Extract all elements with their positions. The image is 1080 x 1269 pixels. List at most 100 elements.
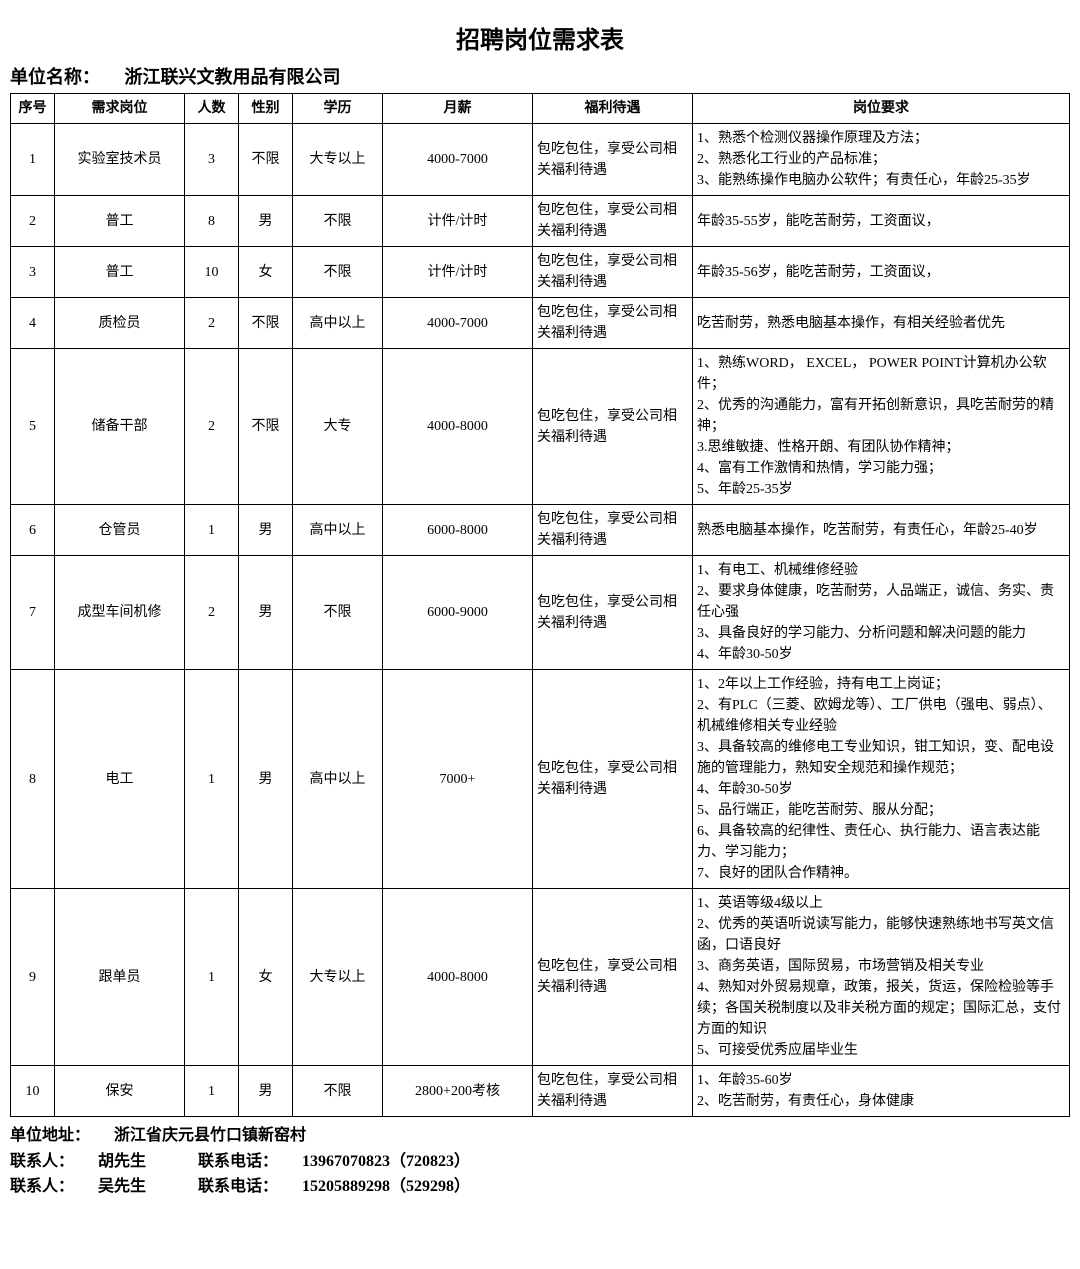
table-row: 9跟单员1女大专以上4000-8000包吃包住，享受公司相关福利待遇1、英语等级… [11, 889, 1070, 1066]
col-no: 序号 [11, 94, 55, 124]
table-row: 4质检员2不限高中以上4000-7000包吃包住，享受公司相关福利待遇吃苦耐劳，… [11, 298, 1070, 349]
cell-requirements: 1、年龄35-60岁 2、吃苦耐劳，有责任心，身体健康 [693, 1066, 1070, 1117]
cell-no: 2 [11, 196, 55, 247]
cell-salary: 7000+ [383, 670, 533, 889]
cell-requirements: 年龄35-56岁，能吃苦耐劳，工资面议， [693, 247, 1070, 298]
cell-benefits: 包吃包住，享受公司相关福利待遇 [533, 1066, 693, 1117]
cell-requirements: 1、熟悉个检测仪器操作原理及方法； 2、熟悉化工行业的产品标准； 3、能熟练操作… [693, 124, 1070, 196]
cell-salary: 4000-7000 [383, 124, 533, 196]
table-row: 2普工8男不限计件/计时包吃包住，享受公司相关福利待遇年龄35-55岁，能吃苦耐… [11, 196, 1070, 247]
contact1-name: 胡先生 [98, 1153, 146, 1170]
cell-no: 10 [11, 1066, 55, 1117]
cell-no: 3 [11, 247, 55, 298]
cell-requirements: 1、英语等级4级以上 2、优秀的英语听说读写能力，能够快速熟练地书写英文信函，口… [693, 889, 1070, 1066]
table-row: 1实验室技术员3不限大专以上4000-7000包吃包住，享受公司相关福利待遇1、… [11, 124, 1070, 196]
company-name: 浙江联兴文教用品有限公司 [125, 63, 341, 89]
contact2-name: 吴先生 [98, 1178, 146, 1195]
cell-position: 保安 [55, 1066, 185, 1117]
cell-education: 高中以上 [293, 505, 383, 556]
cell-requirements: 1、有电工、机械维修经验 2、要求身体健康，吃苦耐劳，人品端正，诚信、务实、责任… [693, 556, 1070, 670]
cell-gender: 不限 [239, 349, 293, 505]
cell-position: 储备干部 [55, 349, 185, 505]
footer-contact-2: 联系人：吴先生 联系电话：15205889298（529298） [10, 1174, 1070, 1200]
page-title: 招聘岗位需求表 [10, 20, 1070, 55]
table-header-row: 序号 需求岗位 人数 性别 学历 月薪 福利待遇 岗位要求 [11, 94, 1070, 124]
cell-benefits: 包吃包住，享受公司相关福利待遇 [533, 889, 693, 1066]
table-row: 10保安1男不限2800+200考核包吃包住，享受公司相关福利待遇1、年龄35-… [11, 1066, 1070, 1117]
contact2-label: 联系人： [10, 1178, 74, 1195]
cell-no: 5 [11, 349, 55, 505]
contact1-label: 联系人： [10, 1153, 74, 1170]
cell-salary: 计件/计时 [383, 247, 533, 298]
footer: 单位地址： 浙江省庆元县竹口镇新窑村 联系人： 胡先生 联系电话： 139670708… [10, 1123, 1070, 1200]
cell-gender: 不限 [239, 298, 293, 349]
cell-count: 1 [185, 505, 239, 556]
col-benefits: 福利待遇 [533, 94, 693, 124]
cell-benefits: 包吃包住，享受公司相关福利待遇 [533, 196, 693, 247]
contact1-phone-label: 联系电话： [198, 1153, 278, 1170]
cell-education: 不限 [293, 1066, 383, 1117]
contact1-phone: 13967070823（720823） [302, 1153, 470, 1170]
cell-salary: 计件/计时 [383, 196, 533, 247]
cell-benefits: 包吃包住，享受公司相关福利待遇 [533, 670, 693, 889]
cell-no: 7 [11, 556, 55, 670]
footer-address: 单位地址： 浙江省庆元县竹口镇新窑村 [10, 1123, 1070, 1149]
cell-position: 普工 [55, 247, 185, 298]
table-row: 6仓管员1男高中以上6000-8000包吃包住，享受公司相关福利待遇熟悉电脑基本… [11, 505, 1070, 556]
cell-count: 8 [185, 196, 239, 247]
cell-position: 质检员 [55, 298, 185, 349]
col-gender: 性别 [239, 94, 293, 124]
jobs-table: 序号 需求岗位 人数 性别 学历 月薪 福利待遇 岗位要求 1实验室技术员3不限… [10, 93, 1070, 1117]
cell-benefits: 包吃包住，享受公司相关福利待遇 [533, 556, 693, 670]
cell-gender: 不限 [239, 124, 293, 196]
cell-education: 不限 [293, 556, 383, 670]
cell-benefits: 包吃包住，享受公司相关福利待遇 [533, 349, 693, 505]
cell-position: 成型车间机修 [55, 556, 185, 670]
cell-gender: 男 [239, 556, 293, 670]
col-salary: 月薪 [383, 94, 533, 124]
cell-education: 不限 [293, 196, 383, 247]
cell-gender: 女 [239, 247, 293, 298]
cell-gender: 女 [239, 889, 293, 1066]
cell-count: 10 [185, 247, 239, 298]
cell-requirements: 1、2年以上工作经验，持有电工上岗证； 2、有PLC（三菱、欧姆龙等）、工厂供电… [693, 670, 1070, 889]
cell-salary: 4000-8000 [383, 349, 533, 505]
cell-requirements: 吃苦耐劳，熟悉电脑基本操作，有相关经验者优先 [693, 298, 1070, 349]
cell-salary: 6000-8000 [383, 505, 533, 556]
company-line: 单位名称： 浙江联兴文教用品有限公司 [10, 63, 1070, 89]
table-row: 7成型车间机修2男不限6000-9000包吃包住，享受公司相关福利待遇1、有电工… [11, 556, 1070, 670]
table-row: 8电工1男高中以上7000+包吃包住，享受公司相关福利待遇1、2年以上工作经验，… [11, 670, 1070, 889]
address-value: 浙江省庆元县竹口镇新窑村 [114, 1127, 306, 1144]
cell-education: 不限 [293, 247, 383, 298]
cell-requirements: 年龄35-55岁，能吃苦耐劳，工资面议， [693, 196, 1070, 247]
cell-count: 2 [185, 349, 239, 505]
address-label: 单位地址： [10, 1127, 90, 1144]
cell-education: 大专以上 [293, 889, 383, 1066]
cell-position: 电工 [55, 670, 185, 889]
cell-position: 普工 [55, 196, 185, 247]
cell-no: 6 [11, 505, 55, 556]
cell-education: 大专以上 [293, 124, 383, 196]
cell-benefits: 包吃包住，享受公司相关福利待遇 [533, 124, 693, 196]
company-label: 单位名称： [10, 63, 100, 89]
cell-salary: 2800+200考核 [383, 1066, 533, 1117]
cell-salary: 4000-7000 [383, 298, 533, 349]
cell-no: 1 [11, 124, 55, 196]
cell-benefits: 包吃包住，享受公司相关福利待遇 [533, 505, 693, 556]
col-education: 学历 [293, 94, 383, 124]
cell-requirements: 熟悉电脑基本操作，吃苦耐劳，有责任心，年龄25-40岁 [693, 505, 1070, 556]
col-position: 需求岗位 [55, 94, 185, 124]
cell-no: 8 [11, 670, 55, 889]
cell-education: 高中以上 [293, 298, 383, 349]
cell-benefits: 包吃包住，享受公司相关福利待遇 [533, 247, 693, 298]
cell-position: 仓管员 [55, 505, 185, 556]
cell-count: 2 [185, 556, 239, 670]
cell-gender: 男 [239, 505, 293, 556]
cell-count: 3 [185, 124, 239, 196]
table-row: 5储备干部2不限大专4000-8000包吃包住，享受公司相关福利待遇1、熟练WO… [11, 349, 1070, 505]
cell-gender: 男 [239, 196, 293, 247]
table-row: 3普工10女不限计件/计时包吃包住，享受公司相关福利待遇年龄35-56岁，能吃苦… [11, 247, 1070, 298]
col-requirements: 岗位要求 [693, 94, 1070, 124]
cell-count: 1 [185, 1066, 239, 1117]
contact2-phone-label: 联系电话： [198, 1178, 278, 1195]
